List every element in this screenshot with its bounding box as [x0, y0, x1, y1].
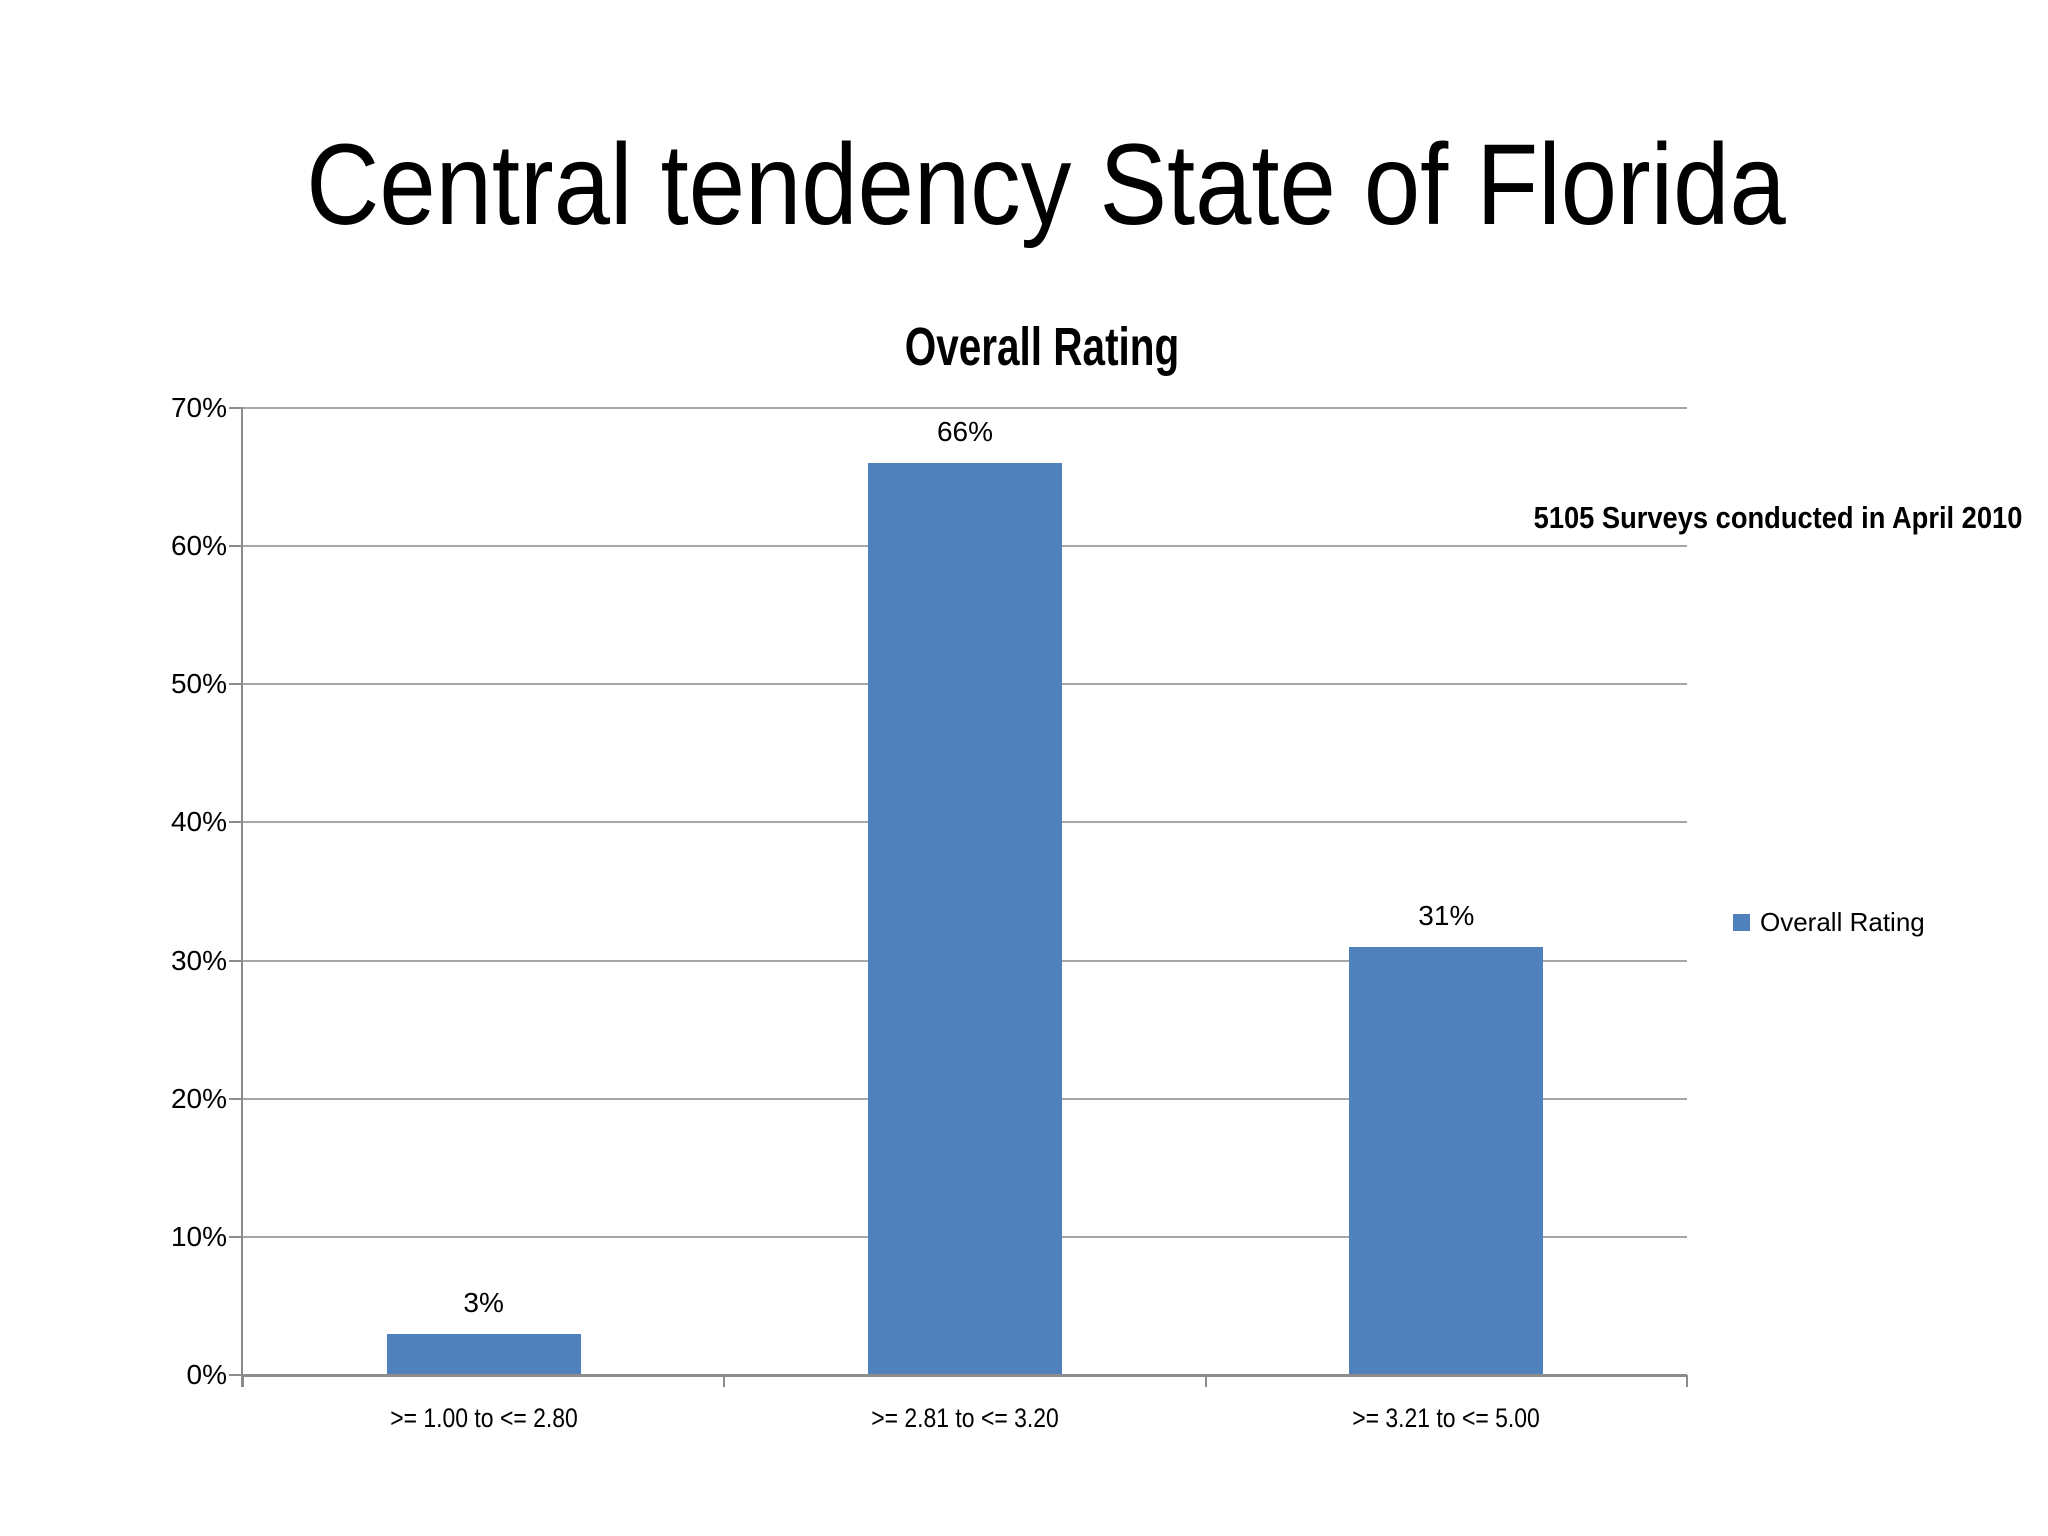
y-axis-tick: [229, 959, 243, 962]
survey-annotation: 5105 Surveys conducted in April 2010: [1533, 500, 2022, 535]
plot-area: 0% 10% 20% 30% 40% 50% 60% 70% 3% >= 1.00 to <= 2…: [171, 392, 1688, 1433]
y-axis-line: [241, 408, 243, 1387]
y-axis-tick: [229, 407, 243, 409]
bar: [1349, 946, 1544, 1375]
bar: [868, 463, 1062, 1375]
x-category-label: >= 3.21 to <= 5.00: [1352, 1403, 1541, 1433]
y-axis-tick: [229, 1374, 243, 1376]
legend-label: Overall Rating: [1760, 907, 1925, 937]
chart-title: Overall Rating: [904, 317, 1180, 377]
bar: [386, 1333, 581, 1375]
x-axis-line: [243, 1374, 1687, 1377]
y-axis-tick: [229, 1097, 243, 1100]
y-axis-label: 60%: [170, 530, 227, 562]
y-axis-label: 20%: [170, 1082, 227, 1114]
y-axis-tick: [229, 683, 243, 686]
y-axis-label: 30%: [170, 944, 227, 976]
x-axis-tick: [723, 1375, 726, 1387]
legend-swatch-icon: [1733, 913, 1750, 931]
y-axis-label: 0%: [186, 1359, 227, 1390]
x-category-label: >= 2.81 to <= 3.20: [871, 1403, 1059, 1433]
x-axis-tick: [1686, 1375, 1688, 1387]
y-axis-tick: [229, 545, 243, 548]
y-axis-label: 10%: [170, 1220, 227, 1252]
x-category-label: >= 1.00 to <= 2.80: [389, 1403, 578, 1433]
bar-value-label: 3%: [463, 1286, 504, 1318]
x-axis-tick: [242, 1375, 244, 1387]
y-axis-tick: [229, 821, 243, 824]
gridline: [243, 407, 1687, 409]
y-axis-tick: [229, 1235, 243, 1238]
y-axis-label: 40%: [170, 806, 227, 838]
slide-title: Central tendency State of Florida: [306, 121, 1786, 249]
y-axis-label: 70%: [170, 392, 227, 423]
bar-value-label: 31%: [1418, 899, 1475, 931]
legend: Overall Rating: [1733, 905, 1925, 939]
x-axis-tick: [1204, 1375, 1207, 1387]
y-axis-label: 50%: [170, 668, 227, 700]
bar-value-label: 66%: [936, 416, 994, 448]
